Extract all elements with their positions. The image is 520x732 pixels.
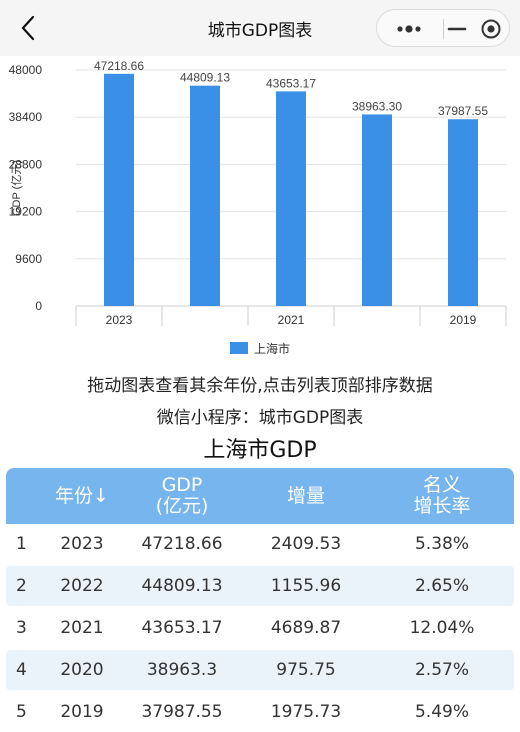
table-row[interactable]: 4 2020 38963.3 975.75 2.57% [6,650,514,690]
bar [362,114,392,306]
gdp-table: 年份↓ GDP (亿元) 增量 名义 增长率 1 2023 47218.66 2… [6,468,514,732]
capsule-menu [376,9,510,47]
chevron-left-icon [21,15,35,41]
rate-cell: 12.04% [409,618,475,638]
rate-cell: 2.57% [414,660,469,680]
header-rate-line1: 名义 [422,474,461,496]
minimize-button[interactable] [443,19,471,39]
data-label: 37987.55 [438,104,488,118]
increase-cell: 975.75 [276,660,336,680]
rate-cell: 5.38% [414,534,469,554]
header-year[interactable]: 年份↓ [55,484,109,507]
bar [276,91,306,306]
y-tick-label: 28800 [9,157,43,171]
rank-cell: 2 [16,576,27,596]
capsule-divider [443,19,444,39]
bar-chart[interactable]: 0 9600 19200 28800 38400 48000 GDP (亿元) 47218.6… [0,56,520,366]
year-cell: 2020 [60,660,104,680]
increase-cell: 1155.96 [270,576,342,596]
header-gdp-line1: GDP [161,474,203,496]
table-header: 年份↓ GDP (亿元) 增量 名义 增长率 [6,468,514,524]
target-circle-icon [481,19,501,39]
header-rank [6,468,42,524]
rank-cell: 4 [16,660,27,680]
rate-cell: 5.49% [414,702,469,722]
header-rate-line2: 增长率 [413,495,471,517]
minus-icon [447,27,467,31]
y-tick-label: 0 [35,299,42,313]
y-axis-label: GDP (亿元) [10,160,23,216]
gdp-cell: 37987.55 [141,702,223,722]
year-cell: 2019 [60,702,104,722]
table-row[interactable]: 3 2021 43653.17 4689.87 12.04% [6,608,514,648]
rank-cell: 3 [16,618,27,638]
more-dots-icon [397,25,421,33]
legend-swatch [229,342,248,354]
y-tick-label: 48000 [9,63,43,77]
y-tick-label: 19200 [9,205,43,219]
x-tick-label: 2023 [106,313,133,327]
gdp-cell: 43653.17 [141,618,223,638]
back-button[interactable] [14,12,44,44]
gdp-cell: 38963.3 [146,660,218,680]
x-tick-label: 2019 [450,313,477,327]
chart-canvas[interactable]: 0 9600 19200 28800 38400 48000 GDP (亿元) 47218.6… [0,56,520,336]
more-button[interactable] [391,19,427,39]
data-label: 44809.13 [180,71,230,85]
year-cell: 2022 [60,576,104,596]
rank-cell: 5 [16,702,27,722]
year-cell: 2021 [60,618,104,638]
header-gdp-line2: (亿元) [155,495,209,517]
header-gdp[interactable]: GDP (亿元) [122,468,242,524]
table-title: 上海市GDP [203,438,317,463]
data-label: 38963.30 [352,99,402,113]
bar [104,73,134,307]
header-increase[interactable]: 增量 [286,484,325,507]
page-title: 城市GDP图表 [207,21,313,41]
data-label: 47218.66 [94,59,144,73]
year-cell: 2023 [60,534,104,554]
legend-label: 上海市 [253,341,290,356]
y-tick-label: 9600 [15,252,42,266]
increase-cell: 2409.53 [270,534,342,554]
drag-hint-text: 拖动图表查看其余年份,点击列表顶部排序数据 [87,376,433,396]
table-row[interactable]: 1 2023 47218.66 2409.53 5.38% [6,524,514,564]
increase-cell: 4689.87 [270,618,342,638]
bar [190,85,220,306]
table-row[interactable]: 5 2019 37987.55 1975.73 5.49% [6,692,514,732]
bar [448,119,478,306]
rank-cell: 1 [16,534,27,554]
data-label: 43653.17 [266,76,316,90]
rate-cell: 2.65% [414,576,469,596]
header-growth-rate[interactable]: 名义 增长率 [370,468,514,524]
miniprogram-text: 微信小程序：城市GDP图表 [156,408,364,428]
table-row[interactable]: 2 2022 44809.13 1155.96 2.65% [6,566,514,606]
nav-bar: 城市GDP图表 [0,0,520,56]
close-button[interactable] [479,18,503,40]
chart-legend[interactable]: 上海市 [0,338,520,358]
increase-cell: 1975.73 [270,702,342,722]
y-tick-label: 38400 [9,110,43,124]
gdp-cell: 47218.66 [141,534,223,554]
gdp-cell: 44809.13 [141,576,223,596]
x-tick-label: 2021 [278,313,305,327]
